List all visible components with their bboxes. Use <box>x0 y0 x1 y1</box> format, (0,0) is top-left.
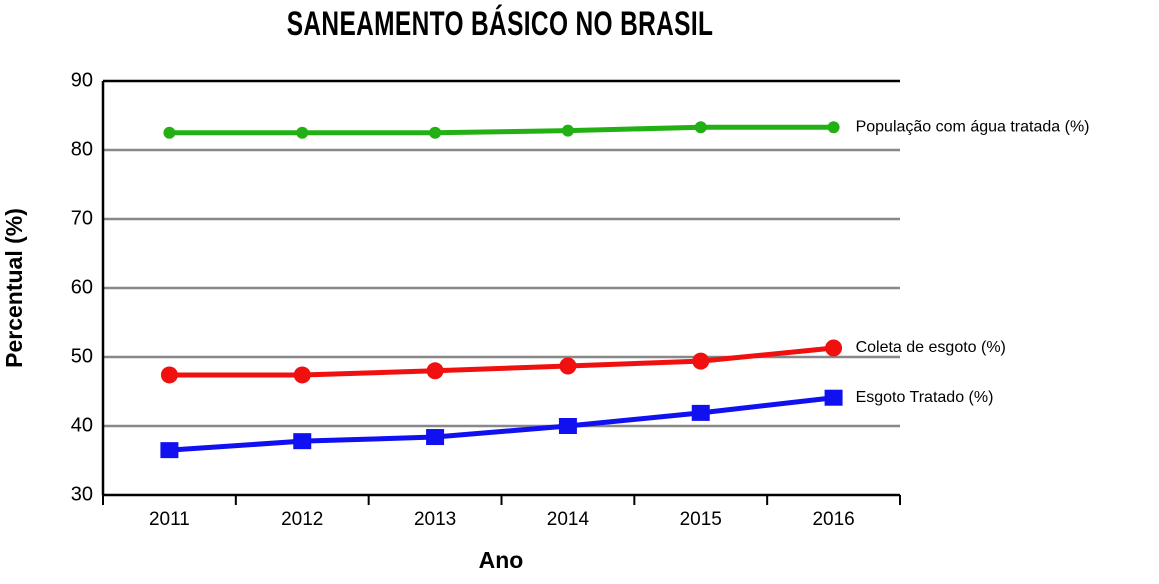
marker <box>296 126 309 139</box>
marker <box>160 366 178 384</box>
marker <box>293 433 312 450</box>
y-tick-label: 80 <box>71 138 93 160</box>
y-tick-label: 40 <box>71 414 93 436</box>
marker <box>691 404 710 421</box>
marker <box>692 352 710 370</box>
x-tick-label: 2015 <box>680 509 722 530</box>
marker <box>824 389 843 406</box>
y-tick-label: 60 <box>71 276 93 298</box>
marker <box>426 429 445 446</box>
x-tick-label: 2014 <box>547 509 590 530</box>
marker <box>558 418 577 434</box>
chart-title: SANEAMENTO BÁSICO NO BRASIL <box>287 4 714 43</box>
marker <box>827 121 840 134</box>
series-label: Coleta de esgoto (%) <box>856 339 1006 356</box>
marker <box>561 124 574 137</box>
y-axis-title: Percentual (%) <box>1 208 27 368</box>
marker <box>559 357 577 375</box>
y-tick-label: 90 <box>71 69 93 91</box>
series-line <box>169 395 834 453</box>
series-line <box>169 345 834 378</box>
x-tick-label: 2011 <box>149 509 190 530</box>
x-tick-label: 2016 <box>812 509 854 530</box>
marker <box>426 362 444 380</box>
marker <box>825 339 843 357</box>
series-label: Esgoto Tratado (%) <box>856 389 994 406</box>
y-tick-label: 50 <box>71 345 93 367</box>
x-axis-title: Ano <box>479 547 524 573</box>
marker <box>293 366 311 384</box>
marker <box>163 126 176 139</box>
x-tick-label: 2012 <box>281 509 323 530</box>
series-label: População com água tratada (%) <box>856 118 1090 135</box>
marker <box>694 121 707 134</box>
y-tick-label: 70 <box>71 207 93 229</box>
series-line <box>169 124 834 136</box>
marker <box>429 126 442 139</box>
y-tick-label: 30 <box>71 483 93 505</box>
x-tick-label: 2013 <box>414 509 456 530</box>
marker <box>160 442 179 459</box>
